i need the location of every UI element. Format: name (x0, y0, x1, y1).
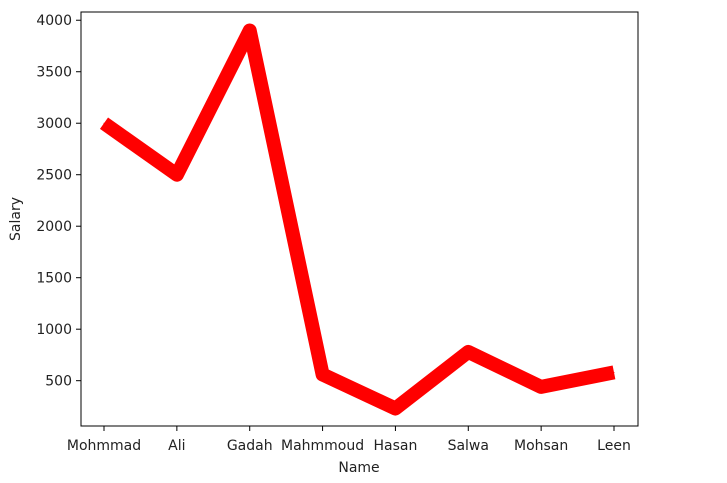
data-point-mohsan (540, 386, 542, 388)
plot-frame (80, 11, 639, 427)
x-tick-label: Mahmmoud (281, 438, 364, 454)
y-tick-label: 1000 (36, 322, 72, 338)
x-tick-label: Mohsan (514, 438, 568, 454)
y-tick-label: 3000 (36, 116, 72, 132)
data-point-mohmmad (103, 122, 105, 124)
x-tick-label: Leen (597, 438, 631, 454)
y-tick-label: 2000 (36, 219, 72, 235)
x-tick-label: Salwa (448, 438, 489, 454)
y-axis-label: Salary (8, 197, 24, 241)
data-point-mahmmoud (322, 374, 324, 376)
y-tick-label: 1500 (36, 271, 72, 287)
plot-marks (99, 23, 616, 416)
data-point-hasan (394, 407, 396, 409)
data-point-leen (613, 371, 615, 373)
data-point-gadah (249, 30, 251, 32)
y-tick-label: 2500 (36, 168, 72, 184)
x-tick-label: Gadah (227, 438, 273, 454)
axis-ticks: Mohmmad Ali Gadah Mahmmoud Hasan Salwa Mohsan L… (36, 13, 630, 454)
data-point-salwa (467, 351, 469, 353)
x-tick-label: Hasan (373, 438, 417, 454)
y-tick-label: 500 (45, 374, 72, 390)
data-point-ali (176, 174, 178, 176)
series-line (99, 23, 616, 416)
x-tick-label: Mohmmad (67, 438, 141, 454)
y-tick-label: 3500 (36, 65, 72, 81)
y-tick-label: 4000 (36, 13, 72, 29)
x-tick-label: Ali (168, 438, 185, 454)
x-axis-label: Name (338, 460, 379, 476)
